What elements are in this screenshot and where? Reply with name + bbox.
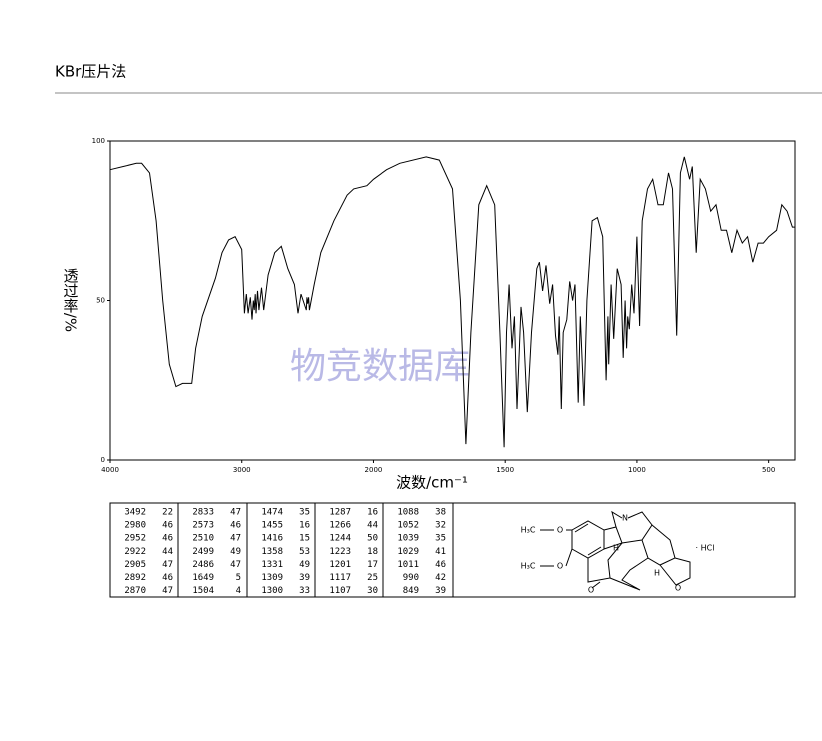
peak-transmittance: 44 — [162, 547, 173, 557]
peak-wavenumber: 2922 — [124, 547, 146, 557]
peak-wavenumber: 2833 — [192, 508, 214, 518]
peak-wavenumber: 2980 — [124, 521, 146, 531]
peak-wavenumber: 2499 — [192, 547, 214, 557]
peak-wavenumber: 2573 — [192, 521, 214, 531]
structure-label: H₃C — [521, 562, 536, 571]
peak-transmittance: 39 — [435, 586, 446, 596]
peak-wavenumber: 1649 — [192, 573, 214, 583]
peak-transmittance: 38 — [435, 508, 446, 518]
peak-wavenumber: 1088 — [397, 508, 419, 518]
table-dividers — [177, 503, 454, 597]
structure-label: N — [622, 514, 628, 523]
peak-transmittance: 46 — [435, 560, 446, 570]
x-tick-label: 4000 — [101, 466, 119, 474]
spectrum-line — [109, 156, 795, 448]
peak-wavenumber: 1039 — [397, 534, 419, 544]
structure-label: O — [675, 584, 681, 593]
peak-transmittance: 33 — [299, 586, 310, 596]
peak-transmittance: 49 — [230, 547, 241, 557]
peak-wavenumber: 1416 — [261, 534, 283, 544]
x-tick-label: 1500 — [496, 466, 514, 474]
structure-label: O — [557, 562, 563, 571]
peak-transmittance: 17 — [367, 560, 378, 570]
molecule-structure: H₃C O H₃C O N H H O O · HCl — [521, 510, 715, 595]
peak-transmittance: 50 — [367, 534, 378, 544]
y-tick-label: 50 — [96, 297, 105, 305]
peak-wavenumber: 1300 — [261, 586, 283, 596]
peak-transmittance: 30 — [367, 586, 378, 596]
watermark: 物竞数据库 — [290, 346, 470, 387]
peak-wavenumber: 1287 — [329, 508, 351, 518]
peak-transmittance: 16 — [299, 521, 310, 531]
peak-wavenumber: 3492 — [124, 508, 146, 518]
structure-label: · HCl — [696, 544, 715, 553]
peak-wavenumber: 2510 — [192, 534, 214, 544]
structure-label: H₃C — [521, 526, 536, 535]
x-tick-label: 1000 — [628, 466, 646, 474]
structure-label: O — [588, 586, 594, 595]
x-tick-label: 3000 — [233, 466, 251, 474]
y-tick-label: 0 — [101, 456, 105, 464]
peak-wavenumber: 1223 — [329, 547, 351, 557]
peak-wavenumber: 1052 — [397, 521, 419, 531]
peak-transmittance: 44 — [367, 521, 378, 531]
peak-transmittance: 46 — [162, 573, 173, 583]
peak-transmittance: 46 — [162, 521, 173, 531]
y-axis-label: 透过率/% — [62, 268, 80, 332]
peak-wavenumber: 2892 — [124, 573, 146, 583]
peak-wavenumber: 1029 — [397, 547, 419, 557]
peak-wavenumber: 1474 — [261, 508, 283, 518]
peak-transmittance: 41 — [435, 547, 446, 557]
peak-wavenumber: 1107 — [329, 586, 351, 596]
x-tick-label: 2000 — [365, 466, 383, 474]
peak-transmittance: 35 — [435, 534, 446, 544]
peak-transmittance: 46 — [230, 521, 241, 531]
peak-wavenumber: 2905 — [124, 560, 146, 570]
peak-wavenumber: 990 — [403, 573, 419, 583]
peak-wavenumber: 1504 — [192, 586, 214, 596]
peak-transmittance: 39 — [299, 573, 310, 583]
peak-transmittance: 53 — [299, 547, 310, 557]
peak-transmittance: 47 — [162, 560, 173, 570]
peak-transmittance: 49 — [299, 560, 310, 570]
peak-transmittance: 47 — [230, 560, 241, 570]
peak-transmittance: 46 — [162, 534, 173, 544]
peak-wavenumber: 2486 — [192, 560, 214, 570]
x-axis-label: 波数/cm⁻¹ — [396, 474, 468, 492]
peak-wavenumber: 1244 — [329, 534, 351, 544]
peak-wavenumber: 1309 — [261, 573, 283, 583]
peak-wavenumber: 1011 — [397, 560, 419, 570]
peak-wavenumber: 1201 — [329, 560, 351, 570]
structure-label: O — [557, 526, 563, 535]
structure-label: H — [654, 569, 660, 578]
peak-wavenumber: 2952 — [124, 534, 146, 544]
peak-transmittance: 16 — [367, 508, 378, 518]
peak-wavenumber: 1117 — [329, 573, 351, 583]
peak-wavenumber: 1266 — [329, 521, 351, 531]
peak-transmittance: 18 — [367, 547, 378, 557]
peak-transmittance: 47 — [230, 508, 241, 518]
peak-transmittance: 22 — [162, 508, 173, 518]
peak-transmittance: 47 — [162, 586, 173, 596]
peak-transmittance: 5 — [236, 573, 241, 583]
peak-transmittance: 25 — [367, 573, 378, 583]
header-title: KBr压片法 — [55, 63, 126, 81]
peak-wavenumber: 2870 — [124, 586, 146, 596]
peak-wavenumber: 1358 — [261, 547, 283, 557]
x-tick-label: 500 — [762, 466, 775, 474]
peak-transmittance: 4 — [236, 586, 241, 596]
y-tick-label: 100 — [92, 137, 105, 145]
peak-wavenumber: 1331 — [261, 560, 283, 570]
peak-transmittance: 47 — [230, 534, 241, 544]
peak-transmittance: 15 — [299, 534, 310, 544]
peak-transmittance: 35 — [299, 508, 310, 518]
peak-transmittance: 32 — [435, 521, 446, 531]
peak-wavenumber: 849 — [403, 586, 419, 596]
structure-label: H — [613, 544, 619, 553]
peak-transmittance: 42 — [435, 573, 446, 583]
peak-wavenumber: 1455 — [261, 521, 283, 531]
